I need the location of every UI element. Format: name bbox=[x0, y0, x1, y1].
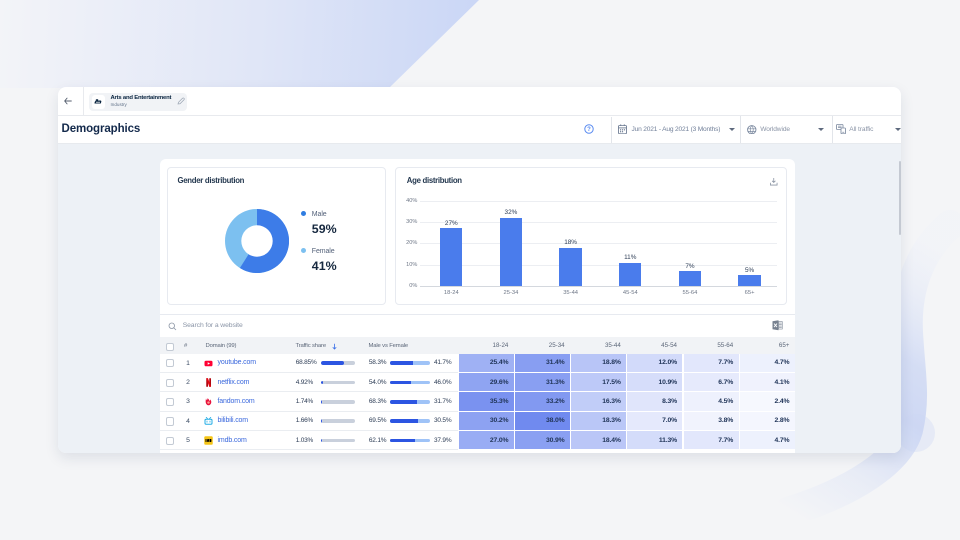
svg-text:?: ? bbox=[587, 127, 591, 133]
